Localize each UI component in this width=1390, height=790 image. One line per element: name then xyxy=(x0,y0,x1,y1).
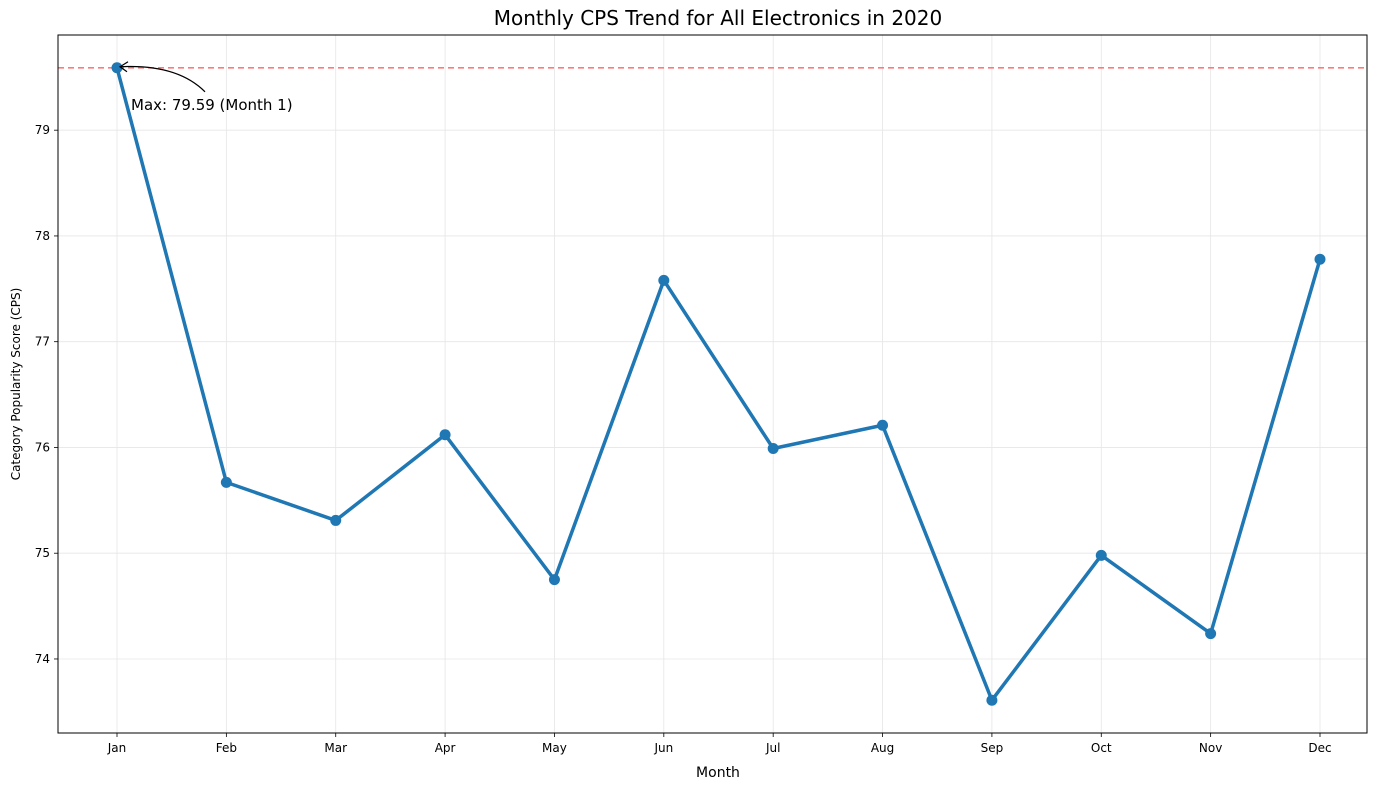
data-point-aug xyxy=(877,419,889,431)
x-tick-label: May xyxy=(542,741,567,755)
y-tick-label: 78 xyxy=(35,229,50,243)
y-axis-ticks: 74 75 76 77 78 79 xyxy=(35,123,58,666)
y-tick-label: 76 xyxy=(35,440,50,454)
x-tick-label: Jan xyxy=(107,741,127,755)
data-point-oct xyxy=(1095,549,1107,561)
annotation-text: Max: 79.59 (Month 1) xyxy=(131,96,293,114)
x-tick-label: Sep xyxy=(981,741,1004,755)
y-tick-label: 77 xyxy=(35,335,50,349)
y-tick-label: 74 xyxy=(35,652,50,666)
y-axis-label: Category Popularity Score (CPS) xyxy=(9,288,23,481)
x-tick-label: Apr xyxy=(435,741,456,755)
data-point-mar xyxy=(330,514,342,526)
data-point-jan xyxy=(111,62,123,74)
y-tick-label: 75 xyxy=(35,546,50,560)
x-tick-label: Jul xyxy=(765,741,780,755)
data-point-jul xyxy=(767,443,779,455)
annotation-group: Max: 79.59 (Month 1) xyxy=(118,61,293,114)
plot-frame xyxy=(57,34,1368,734)
data-point-jun xyxy=(658,274,670,286)
grid xyxy=(58,35,1367,733)
data-point-apr xyxy=(439,429,451,441)
x-tick-label: Dec xyxy=(1308,741,1331,755)
series-group xyxy=(111,62,1326,706)
x-tick-label: Jun xyxy=(653,741,673,755)
chart-title: Monthly CPS Trend for All Electronics in… xyxy=(494,6,942,30)
data-point-feb xyxy=(220,476,232,488)
x-axis-ticks: Jan Feb Mar Apr May Jun Jul Aug Sep Oct Nov Dec xyxy=(107,733,1332,755)
x-axis-label: Month xyxy=(696,765,740,781)
data-point-may xyxy=(548,574,560,586)
data-point-dec xyxy=(1314,253,1326,265)
x-tick-label: Mar xyxy=(324,741,347,755)
x-tick-label: Nov xyxy=(1199,741,1222,755)
annotation-arrow xyxy=(119,65,206,93)
x-tick-label: Oct xyxy=(1091,741,1112,755)
data-point-nov xyxy=(1205,628,1217,640)
x-tick-label: Aug xyxy=(871,741,894,755)
series-line xyxy=(115,66,1322,702)
y-tick-label: 79 xyxy=(35,123,50,137)
data-point-sep xyxy=(986,694,998,706)
x-tick-label: Feb xyxy=(216,741,237,755)
annotation-arrowhead xyxy=(118,61,129,73)
